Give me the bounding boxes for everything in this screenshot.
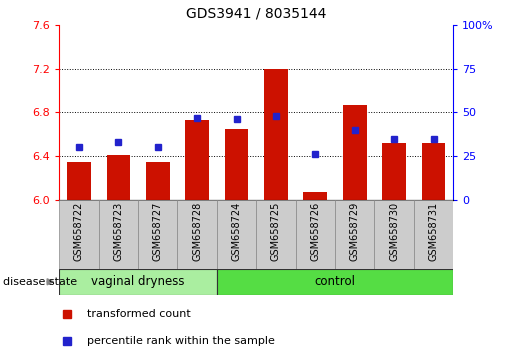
Bar	[99, 200, 138, 269]
Text: disease state: disease state	[3, 277, 77, 287]
Bar	[264, 69, 288, 200]
Bar	[225, 129, 248, 200]
Bar	[67, 162, 91, 200]
Bar	[414, 200, 453, 269]
Bar	[256, 200, 296, 269]
Bar	[217, 200, 256, 269]
Bar	[422, 143, 445, 200]
Bar	[343, 105, 367, 200]
Text: GSM658726: GSM658726	[311, 202, 320, 261]
Bar	[382, 143, 406, 200]
Text: GSM658728: GSM658728	[192, 202, 202, 261]
Bar	[335, 200, 374, 269]
Bar	[177, 200, 217, 269]
Bar	[138, 200, 177, 269]
Text: GSM658724: GSM658724	[232, 202, 242, 261]
Bar	[59, 269, 217, 295]
Text: GSM658723: GSM658723	[113, 202, 123, 261]
Bar	[107, 155, 130, 200]
Bar	[296, 200, 335, 269]
Text: control: control	[315, 275, 355, 288]
Bar	[59, 200, 99, 269]
Text: GSM658727: GSM658727	[153, 202, 163, 262]
Text: transformed count: transformed count	[87, 309, 191, 319]
Bar	[374, 200, 414, 269]
Text: GSM658730: GSM658730	[389, 202, 399, 261]
Bar	[303, 192, 327, 200]
Bar	[185, 120, 209, 200]
Text: GSM658729: GSM658729	[350, 202, 359, 261]
Bar	[146, 162, 169, 200]
Title: GDS3941 / 8035144: GDS3941 / 8035144	[186, 7, 327, 21]
Text: percentile rank within the sample: percentile rank within the sample	[87, 336, 274, 347]
Text: GSM658722: GSM658722	[74, 202, 84, 262]
Text: GSM658725: GSM658725	[271, 202, 281, 262]
Text: GSM658731: GSM658731	[428, 202, 438, 261]
Text: vaginal dryness: vaginal dryness	[91, 275, 185, 288]
Bar	[217, 269, 453, 295]
